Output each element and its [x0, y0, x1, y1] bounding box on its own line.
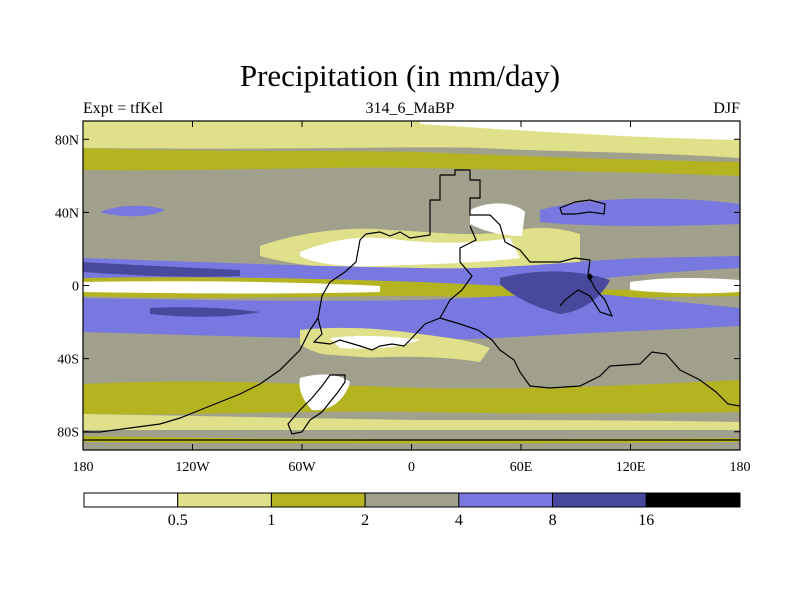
colorbar-label: 8	[549, 512, 557, 529]
field-pacific-storm	[100, 205, 165, 217]
plot-title: Precipitation (in mm/day)	[239, 58, 561, 93]
colorbar-swatch	[364, 492, 460, 508]
lat-tick-label: 40S	[57, 353, 79, 368]
coastline-south-east	[439, 317, 740, 407]
latitude-axis: 80N 40N 0 40S 80S	[55, 133, 740, 441]
coastline-south-west	[83, 317, 319, 433]
lat-tick-label: 40N	[55, 206, 79, 221]
field-s-mid-grey	[83, 348, 740, 384]
coastline-eurasia	[440, 169, 614, 317]
lat-tick-label: 80N	[55, 133, 79, 148]
marker-point	[587, 273, 593, 281]
age-label: 314_6_MaBP	[365, 100, 455, 117]
colorbar-label: 0.5	[168, 512, 188, 529]
coastline-pangea-north	[312, 175, 477, 351]
field-antarctic-light	[83, 414, 740, 432]
colorbar-swatch	[645, 492, 741, 508]
colorbar-swatch	[270, 492, 366, 508]
colorbar-label: 16	[638, 512, 654, 529]
colorbar-label: 1	[267, 512, 275, 529]
colorbar: 0.5 1 2 4 8 16	[83, 492, 741, 529]
colorbar-swatch	[83, 492, 179, 508]
colorbar-swatch	[552, 492, 647, 508]
coastline-south-peninsula	[287, 374, 346, 435]
colorbar-label: 4	[455, 512, 463, 529]
colorbar-swatch	[177, 492, 272, 508]
field-s-dry-patch	[299, 374, 350, 411]
coastline-asia-inlet	[559, 199, 606, 215]
lon-tick-label: 180	[730, 460, 751, 475]
season-label: DJF	[713, 100, 740, 117]
precipitation-field	[83, 121, 740, 450]
lat-tick-label: 0	[72, 280, 79, 295]
lat-tick-label: 80S	[57, 426, 79, 441]
field-itcz-core-west	[83, 262, 240, 277]
field-indian-core	[500, 271, 610, 314]
lon-tick-label: 120E	[616, 460, 646, 475]
lon-tick-label: 60W	[288, 460, 316, 475]
colorbar-label: 2	[361, 512, 369, 529]
field-arctic-dry	[420, 121, 740, 140]
field-north-band	[83, 148, 740, 176]
field-spcz-core	[150, 307, 260, 317]
lon-tick-label: 180	[73, 460, 94, 475]
field-asia-storm	[540, 198, 740, 226]
lon-tick-label: 0	[408, 460, 415, 475]
field-mideast-dry	[470, 203, 525, 236]
coastlines	[83, 169, 740, 441]
field-s-storm	[83, 380, 740, 415]
longitude-axis: 180 120W 60W 0 60E 120E 180	[73, 121, 751, 475]
lon-tick-label: 60E	[510, 460, 533, 475]
field-eq-dry-east	[630, 278, 740, 294]
experiment-label: Expt = tfKel	[83, 100, 164, 117]
lon-tick-label: 120W	[175, 460, 210, 475]
field-eq-dry-west	[83, 281, 380, 294]
colorbar-swatch	[458, 492, 554, 508]
